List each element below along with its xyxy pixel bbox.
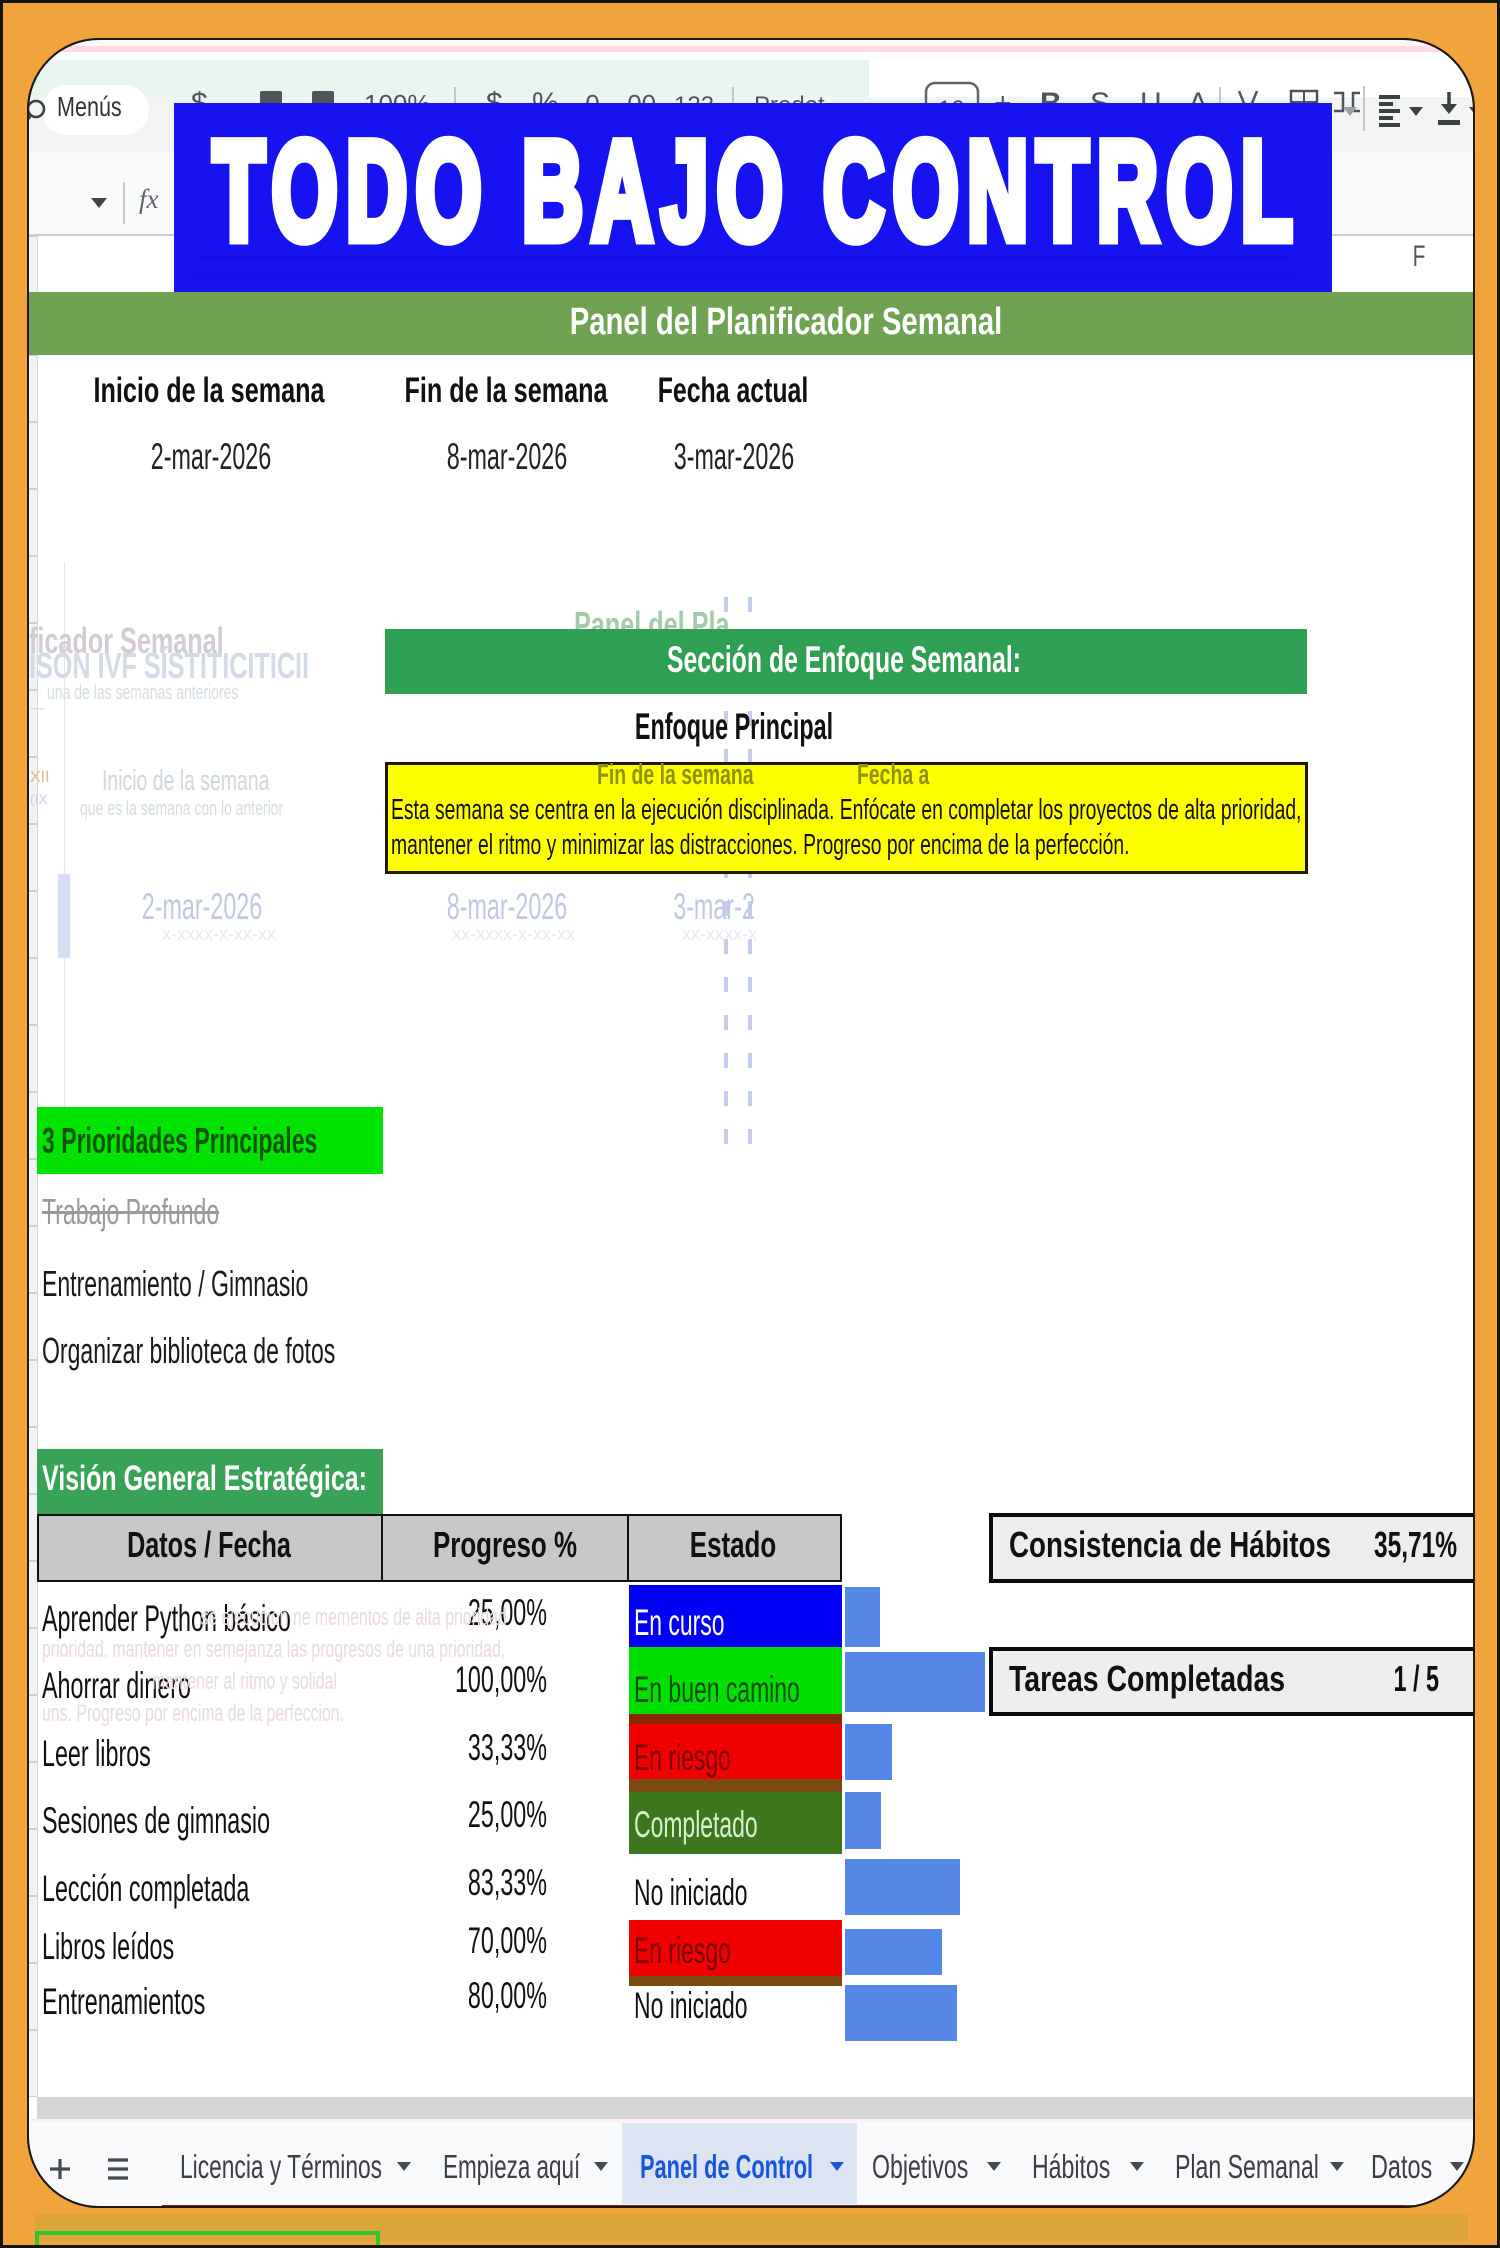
svg-text:TODO BAJO CONTROL: TODO BAJO CONTROL [213, 112, 1301, 269]
